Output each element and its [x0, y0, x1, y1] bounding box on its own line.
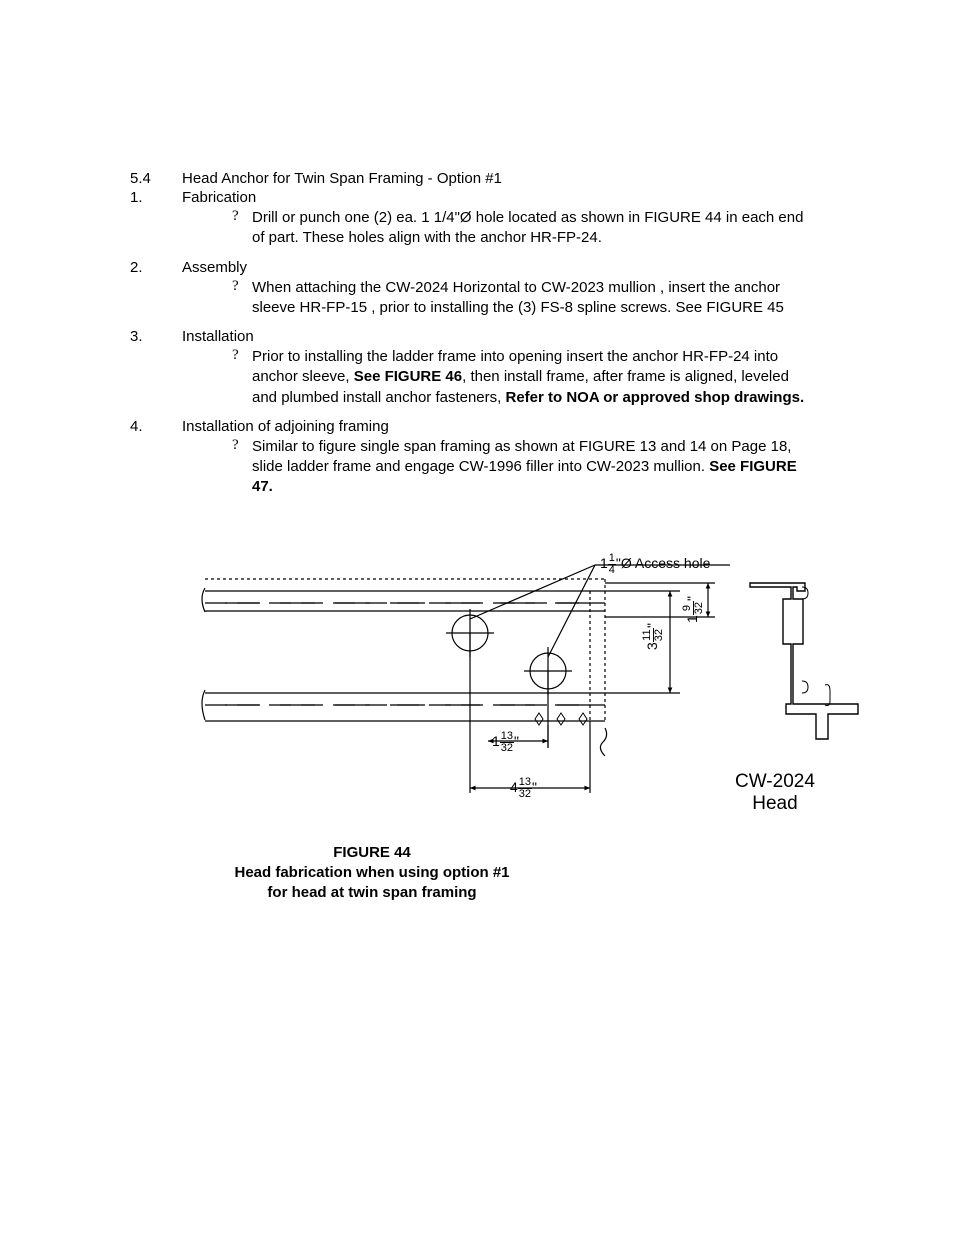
bullet-mark: ?	[232, 278, 252, 319]
list-item: 2.Assembly	[130, 259, 824, 276]
section-title: Head Anchor for Twin Span Framing - Opti…	[182, 170, 824, 187]
bullet-text: Drill or punch one (2) ea. 1 1/4"Ø hole …	[252, 208, 824, 249]
bullet-text: When attaching the CW-2024 Horizontal to…	[252, 278, 824, 319]
bullet: ?Drill or punch one (2) ea. 1 1/4"Ø hole…	[232, 208, 824, 249]
bullet: ?Prior to installing the ladder frame in…	[232, 347, 824, 408]
bullet-text: Similar to figure single span framing as…	[252, 437, 824, 498]
dim-3-11-32: 31132"	[642, 622, 665, 649]
list-item: 1.Fabrication	[130, 189, 824, 206]
bullet-mark: ?	[232, 347, 252, 408]
section-number: 5.4	[130, 170, 182, 187]
item-label: Fabrication	[182, 189, 824, 206]
bullet: ?When attaching the CW-2024 Horizontal t…	[232, 278, 824, 319]
item-number: 3.	[130, 328, 182, 345]
figure-44-diagram: 114"Ø Access hole 11332" 41332" 31132" 1…	[160, 553, 860, 873]
dim-1-9-32: 1932"	[682, 595, 705, 622]
bullet-mark: ?	[232, 437, 252, 498]
bullet: ?Similar to figure single span framing a…	[232, 437, 824, 498]
bullet-text: Prior to installing the ladder frame int…	[252, 347, 824, 408]
document-page: 5.4 Head Anchor for Twin Span Framing - …	[0, 0, 954, 963]
item-number: 1.	[130, 189, 182, 206]
list-item: 4.Installation of adjoining framing	[130, 418, 824, 435]
section-heading: 5.4 Head Anchor for Twin Span Framing - …	[130, 170, 824, 187]
dim-4-13-32: 41332"	[510, 777, 537, 800]
access-hole-label: 114"Ø Access hole	[600, 553, 710, 576]
dim-1-13-32: 11332"	[492, 731, 519, 754]
part-label: CW-2024Head	[735, 771, 815, 817]
item-label: Installation of adjoining framing	[182, 418, 824, 435]
item-label: Assembly	[182, 259, 824, 276]
bullet-mark: ?	[232, 208, 252, 249]
list-item: 3.Installation	[130, 328, 824, 345]
item-label: Installation	[182, 328, 824, 345]
item-number: 4.	[130, 418, 182, 435]
item-number: 2.	[130, 259, 182, 276]
